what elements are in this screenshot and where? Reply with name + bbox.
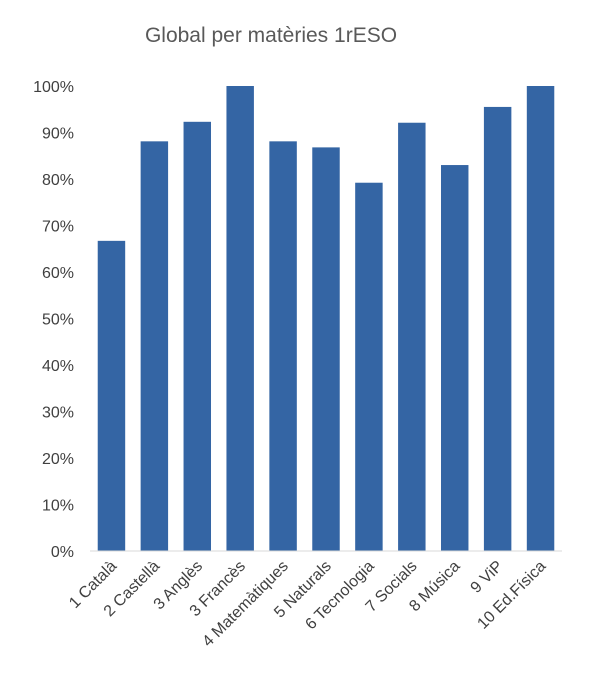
bar xyxy=(440,165,469,552)
bar xyxy=(269,141,297,551)
bar xyxy=(140,141,169,551)
x-tick-label: 9 ViP xyxy=(468,558,507,597)
bar xyxy=(483,106,512,552)
y-tick-label: 70% xyxy=(42,219,74,236)
y-tick-label: 10% xyxy=(42,498,74,515)
y-tick-label: 40% xyxy=(42,358,74,375)
bar xyxy=(355,182,383,551)
bar xyxy=(226,86,254,551)
bar xyxy=(183,121,212,552)
y-tick-label: 100% xyxy=(33,79,74,96)
bar xyxy=(97,240,126,551)
y-tick-label: 20% xyxy=(42,451,74,468)
bar xyxy=(398,122,426,552)
bar xyxy=(526,86,555,551)
y-tick-label: 90% xyxy=(42,126,74,143)
y-tick-label: 0% xyxy=(51,544,74,561)
y-tick-label: 80% xyxy=(42,172,74,189)
y-tick-label: 60% xyxy=(42,265,74,282)
bars xyxy=(97,86,555,552)
y-tick-label: 50% xyxy=(42,312,74,329)
chart-title: Global per matèries 1rESO xyxy=(145,24,397,47)
bar xyxy=(312,147,340,551)
y-tick-label: 30% xyxy=(42,405,74,422)
y-axis: 0% 10% 20% 30% 40% 50% 60% 70% 80% 90% 100% xyxy=(33,79,74,561)
